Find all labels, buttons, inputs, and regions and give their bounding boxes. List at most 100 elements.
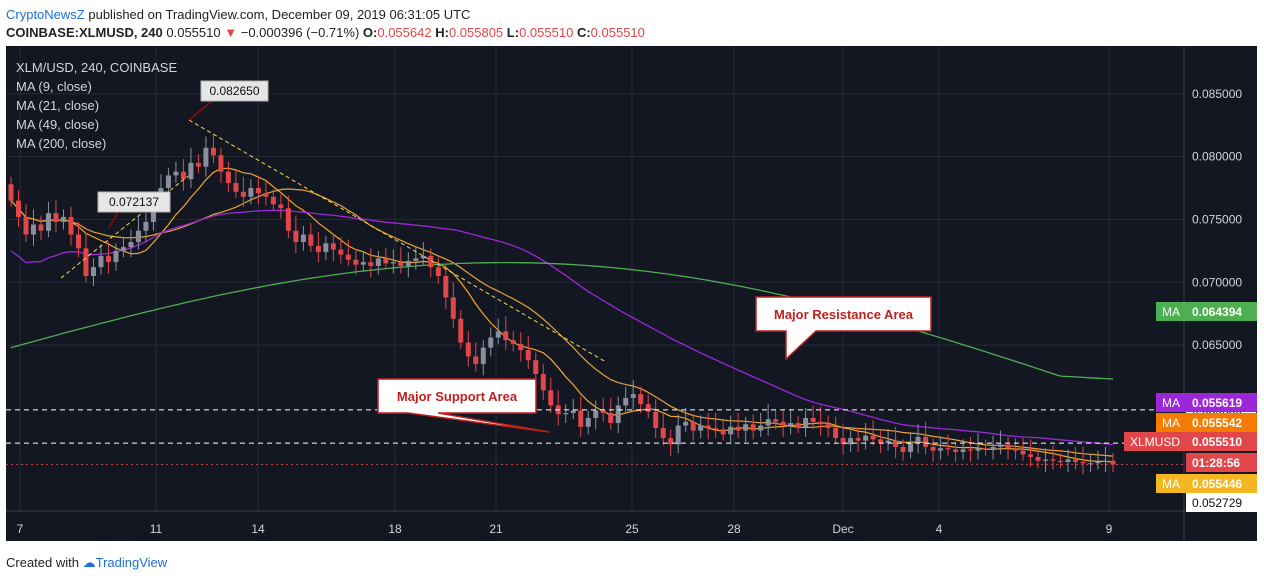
publisher-line: CryptoNewsZ published on TradingView.com… (6, 7, 470, 22)
candle-body (293, 230, 299, 243)
tradingview-link[interactable]: TradingView (95, 555, 168, 570)
ma21-price-label: 0.055542 (1192, 416, 1242, 430)
price-axis[interactable]: 0.085000 0.080000 0.075000 0.070000 0.065000… (6, 46, 1257, 541)
candle-body (1028, 454, 1034, 457)
candle-body (248, 188, 254, 197)
ma9-price-label: 0.055446 (1192, 477, 1242, 491)
open-value: 0.055642 (377, 25, 432, 40)
candle-body (150, 204, 156, 222)
chart-panel[interactable]: 0.082650 0.072137 Major Resistance Area Maj… (6, 46, 1257, 541)
overlays: 0.082650 0.072137 Major Resistance Area Maj… (6, 80, 1184, 465)
candle-body (413, 258, 419, 261)
candle-body (368, 262, 374, 266)
candle-body (525, 350, 531, 361)
candle-body (735, 426, 741, 431)
ma21-line (10, 188, 1114, 457)
candle-body (653, 411, 659, 429)
last-price-label: 0.055510 (1192, 435, 1242, 449)
candle-body (1065, 459, 1071, 462)
candle-body (713, 428, 719, 430)
candle-body (195, 162, 201, 167)
candle-body (1110, 460, 1116, 465)
candle-body (510, 340, 516, 344)
candle-body (968, 449, 974, 451)
publisher-brand[interactable]: CryptoNewsZ (6, 7, 85, 22)
annotation-low-box (97, 191, 171, 213)
candle-body (83, 248, 89, 276)
candle-body (960, 449, 966, 452)
candle-body (113, 250, 119, 263)
candle-body (203, 147, 209, 167)
candle-body (15, 200, 21, 217)
candle-body (390, 262, 396, 264)
candle-body (1005, 444, 1011, 449)
annotation-low: 0.072137 (109, 195, 159, 209)
candle-body (278, 204, 284, 209)
price-chart[interactable]: 0.082650 0.072137 Major Resistance Area Maj… (6, 46, 1257, 541)
candle-body (375, 258, 381, 266)
candle-body (548, 390, 554, 406)
candle-body (773, 419, 779, 422)
uptrend-line (60, 175, 189, 279)
candle-body (533, 360, 539, 375)
candle-body (938, 448, 944, 451)
ma49-price-label-box (1156, 393, 1257, 412)
candle-body (765, 419, 771, 426)
candle-body (975, 448, 981, 451)
x-tick-label: 7 (17, 522, 24, 536)
candle-body (405, 260, 411, 266)
annotation-high: 0.082650 (209, 84, 259, 98)
candle-body (953, 449, 959, 452)
candle-body (900, 446, 906, 452)
candle-body (870, 435, 876, 440)
candle-body (810, 418, 816, 422)
candle-body (660, 428, 666, 439)
candle-body (750, 424, 756, 431)
ma49-price-label-tag: MA (1162, 396, 1180, 410)
candle-body (443, 275, 449, 298)
candles (8, 133, 1116, 475)
ma49-price-label: 0.055619 (1192, 396, 1242, 410)
candle-body (690, 421, 696, 431)
callout-pointer (188, 99, 214, 121)
candle-body (488, 337, 494, 348)
low-label: L: (506, 25, 520, 40)
annotation-high-box (200, 80, 269, 102)
candle-body (1080, 461, 1086, 464)
candle-body (668, 438, 674, 445)
ma200-price-label-tag: MA (1162, 305, 1180, 319)
ma200-line (10, 261, 1114, 380)
candle-body (218, 155, 224, 172)
candle-body (38, 224, 44, 231)
close-value: 0.055510 (590, 25, 645, 40)
tradingview-cloud-icon[interactable]: ☁ (82, 555, 96, 570)
candle-body (1013, 448, 1019, 451)
candle-body (8, 184, 14, 201)
symbol-ohlc-line: COINBASE:XLMUSD, 240 0.055510 ▼ −0.00039… (6, 25, 645, 40)
candle-body (930, 446, 936, 451)
candle-body (1050, 459, 1056, 461)
price-change: −0.000396 (−0.71%) (240, 25, 360, 40)
candle-body (398, 262, 404, 266)
countdown-label: 01:28:56 (1192, 456, 1240, 470)
candle-body (1043, 459, 1049, 461)
x-tick-label: 4 (936, 522, 943, 536)
candle-body (840, 438, 846, 445)
ma21-price-label-tag: MA (1162, 416, 1180, 430)
y-tick-label: 0.065000 (1192, 338, 1242, 352)
candle-body (600, 410, 606, 413)
candle-body (330, 243, 336, 250)
candle-body (818, 421, 824, 425)
y-tick-label: 0.080000 (1192, 150, 1242, 164)
candle-body (893, 440, 899, 447)
ma49-line (10, 209, 1114, 446)
candle-body (480, 347, 486, 364)
candle-body (143, 221, 149, 231)
legend: XLM/USD, 240, COINBASE MA (9, close) MA … (16, 60, 177, 151)
candle-body (465, 342, 471, 357)
ma21-price-label-box (1156, 413, 1257, 432)
candle-body (68, 216, 74, 235)
last-price-label-box (1124, 432, 1257, 451)
time-axis[interactable]: 7 11 14 18 21 25 28 Dec 4 9 (17, 522, 1113, 536)
candle-body (165, 175, 171, 189)
